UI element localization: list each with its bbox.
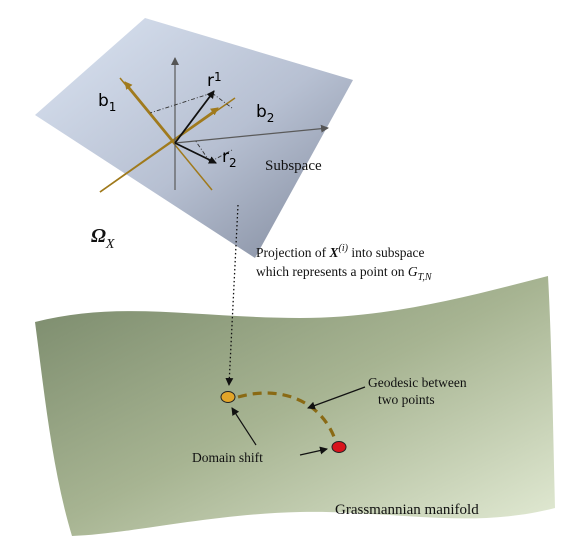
domain-shift-label: Domain shift bbox=[192, 450, 263, 465]
geodesic-label-line2: two points bbox=[378, 392, 435, 407]
point-source bbox=[220, 391, 236, 403]
projection-caption-line1: Projection of X(i) into subspace bbox=[256, 243, 424, 260]
projection-guides bbox=[149, 92, 233, 163]
vector-r1 bbox=[174, 90, 215, 144]
basis-b2-vector bbox=[99, 107, 219, 193]
domain-shift-arrow-target bbox=[299, 446, 328, 456]
domain-shift-arrow-source bbox=[231, 407, 257, 446]
label-r2: r2 bbox=[222, 147, 237, 170]
label-b2: b2 bbox=[256, 102, 274, 125]
projection-caption-line2: which represents a point on GT,N bbox=[256, 264, 433, 283]
geodesic-label-line1: Geodesic between bbox=[368, 375, 467, 390]
subspace-plane bbox=[35, 18, 353, 258]
label-r1: r1 bbox=[207, 70, 222, 91]
point-target bbox=[331, 441, 347, 453]
vector-r2 bbox=[174, 142, 217, 164]
manifold-label: Grassmannian manifold bbox=[335, 502, 479, 518]
label-b1: b1 bbox=[98, 91, 116, 114]
grassmannian-manifold-surface bbox=[35, 276, 555, 536]
subspace-label: Subspace bbox=[265, 158, 322, 174]
omega-x-label: ΩX bbox=[91, 225, 115, 252]
basis-b1-vector bbox=[124, 81, 176, 144]
geodesic-curve bbox=[237, 391, 338, 443]
geodesic-pointer-arrow bbox=[307, 386, 366, 410]
coordinate-axes bbox=[171, 57, 329, 190]
basis-axes bbox=[99, 77, 236, 193]
